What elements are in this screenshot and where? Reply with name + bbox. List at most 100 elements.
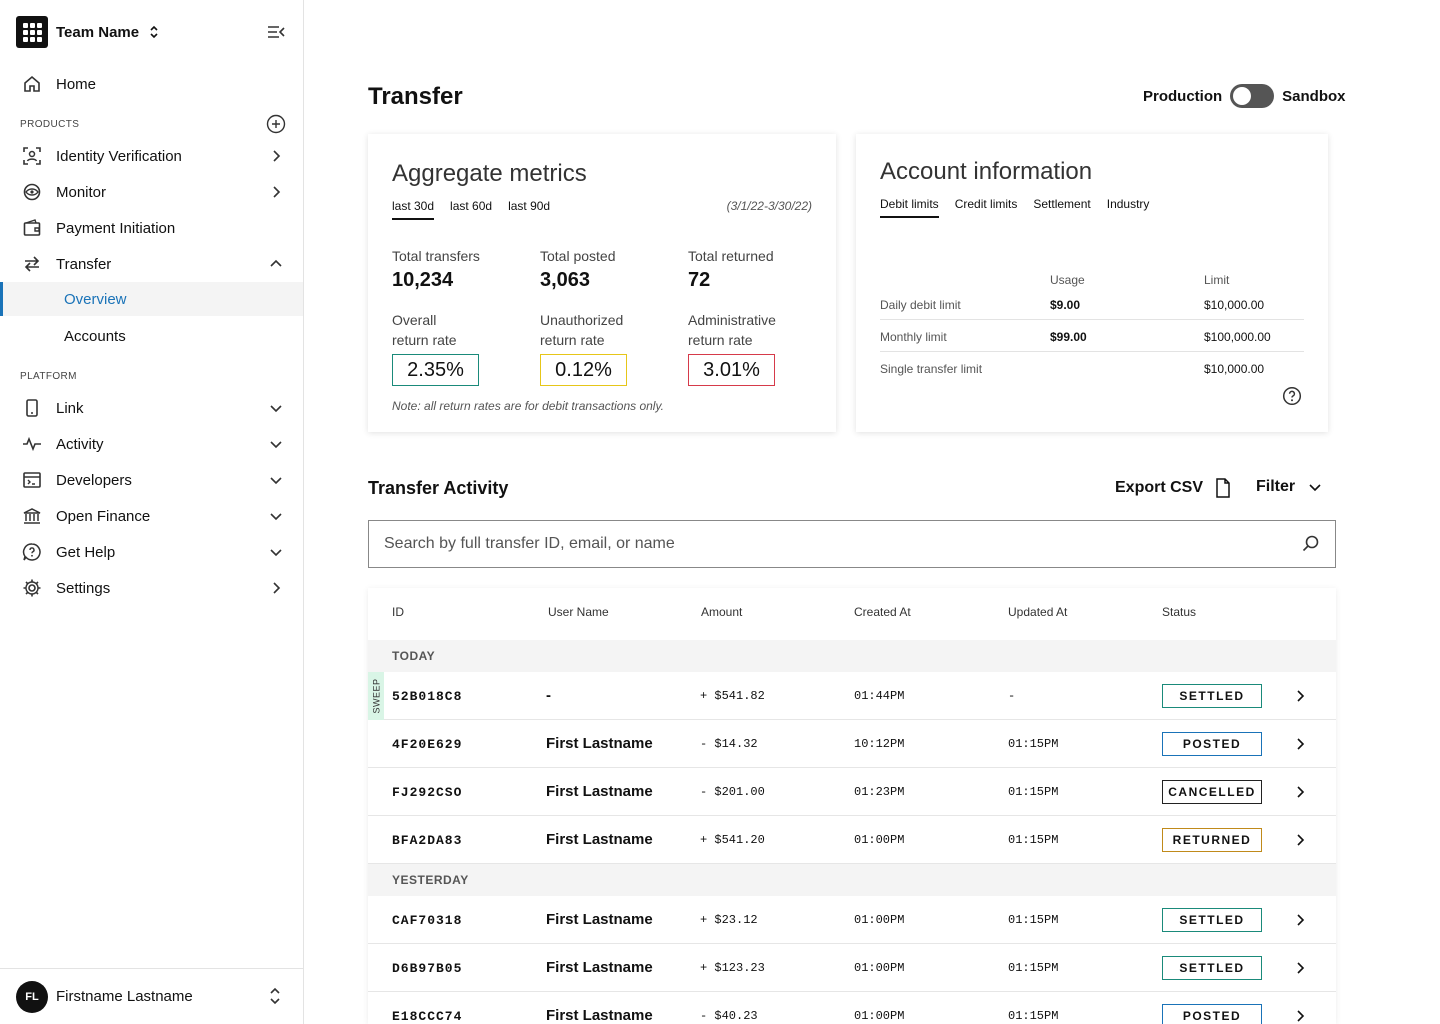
table-row[interactable]: 4F20E629 First Lastname - $14.32 10:12PM…: [368, 720, 1336, 768]
table-row[interactable]: E18CCC74 First Lastname - $40.23 01:00PM…: [368, 992, 1336, 1024]
chevron-down-icon: [270, 405, 282, 413]
sidebar-item-accounts[interactable]: Accounts: [0, 318, 303, 354]
face-scan-icon: [23, 147, 41, 165]
chevron-right-icon[interactable]: [1292, 960, 1308, 976]
transfer-id: FJ292CSO: [392, 785, 463, 800]
chevron-right-icon[interactable]: [1292, 736, 1308, 752]
chevron-right-icon: [273, 186, 281, 198]
total-transfers-value: 10,234: [392, 269, 454, 291]
tab-last-60d[interactable]: last 60d: [450, 199, 493, 213]
tab-credit-limits[interactable]: Credit limits: [954, 197, 1018, 211]
transfer-table: ID User Name Amount Created At Updated A…: [368, 588, 1336, 1024]
transfer-id: E18CCC74: [392, 1009, 463, 1024]
user-menu[interactable]: FL Firstname Lastname: [0, 968, 303, 1024]
sidebar-item-home[interactable]: Home: [0, 66, 303, 102]
chevron-right-icon[interactable]: [1292, 688, 1308, 704]
table-row[interactable]: CAF70318 First Lastname + $23.12 01:00PM…: [368, 896, 1336, 944]
search-bar: [368, 520, 1336, 568]
chevron-up-down-icon: [149, 25, 159, 39]
column-header-updated: Updated At: [1008, 605, 1068, 619]
sidebar-item-open-finance[interactable]: Open Finance: [0, 498, 303, 534]
pulse-icon: [23, 436, 41, 452]
sidebar-item-overview[interactable]: Overview: [0, 282, 303, 316]
created-at: 01:23PM: [854, 785, 905, 799]
tab-settlement[interactable]: Settlement: [1033, 197, 1091, 211]
amount: + $23.12: [700, 913, 758, 927]
main-content: Transfer Production Sandbox Aggregate me…: [304, 0, 1440, 1024]
chevron-right-icon: [273, 150, 281, 162]
filter-button[interactable]: Filter: [1256, 478, 1323, 496]
total-posted-label: Total posted: [540, 248, 616, 264]
sidebar-item-label: Payment Initiation: [56, 219, 176, 237]
user-name: -: [546, 687, 551, 704]
total-returned-label: Total returned: [688, 248, 774, 264]
updated-at: -: [1008, 689, 1016, 703]
created-at: 01:00PM: [854, 833, 905, 847]
chevron-down-icon: [1309, 484, 1321, 492]
tab-last-90d[interactable]: last 90d: [508, 199, 551, 213]
user-name: First Lastname: [546, 783, 653, 800]
wallet-icon: [23, 219, 41, 236]
group-header-yesterday: YESTERDAY: [368, 864, 1336, 896]
column-header-id: ID: [392, 605, 404, 619]
table-row[interactable]: SWEEP 52B018C8 - + $541.82 01:44PM - SET…: [368, 672, 1336, 720]
updated-at: 01:15PM: [1008, 961, 1059, 975]
account-information-card: Account information Debit limits Credit …: [856, 134, 1328, 432]
chevron-right-icon[interactable]: [1292, 832, 1308, 848]
sidebar-item-transfer[interactable]: Transfer: [0, 246, 303, 282]
status-badge: SETTLED: [1162, 908, 1262, 932]
platform-heading: PLATFORM: [20, 371, 77, 382]
search-input[interactable]: [369, 521, 1301, 567]
chevron-right-icon[interactable]: [1292, 1008, 1308, 1024]
chevron-down-icon: [270, 441, 282, 449]
limit-row: Single transfer limit $10,000.00: [880, 352, 1304, 384]
export-csv-label: Export CSV: [1115, 479, 1204, 496]
table-row[interactable]: BFA2DA83 First Lastname + $541.20 01:00P…: [368, 816, 1336, 864]
sidebar-item-developers[interactable]: Developers: [0, 462, 303, 498]
sidebar-item-activity[interactable]: Activity: [0, 426, 303, 462]
home-icon: [24, 75, 40, 92]
column-header-created: Created At: [854, 605, 911, 619]
created-at: 01:00PM: [854, 961, 905, 975]
tab-last-30d[interactable]: last 30d: [392, 199, 435, 220]
environment-toggle[interactable]: [1230, 84, 1275, 108]
avatar: FL: [16, 981, 48, 1013]
sidebar-item-identity-verification[interactable]: Identity Verification: [0, 138, 303, 174]
table-row[interactable]: FJ292CSO First Lastname - $201.00 01:23P…: [368, 768, 1336, 816]
tab-industry[interactable]: Industry: [1106, 197, 1150, 211]
bank-icon: [23, 508, 41, 524]
total-transfers-label: Total transfers: [392, 248, 480, 264]
sidebar-item-settings[interactable]: Settings: [0, 570, 303, 606]
sidebar-item-monitor[interactable]: Monitor: [0, 174, 303, 210]
env-production-label: Production: [1143, 87, 1223, 105]
sidebar-item-link[interactable]: Link: [0, 390, 303, 426]
limit-row: Monthly limit $99.00 $100,000.00: [880, 320, 1304, 352]
collapse-sidebar-icon[interactable]: [266, 24, 286, 40]
sidebar-item-payment-initiation[interactable]: Payment Initiation: [0, 210, 303, 246]
help-circle-icon[interactable]: [1282, 386, 1302, 406]
transfer-id: CAF70318: [392, 913, 463, 928]
add-product-icon[interactable]: [266, 114, 286, 134]
administrative-rate-label-line2: return rate: [688, 332, 753, 348]
limit-row-label: Daily debit limit: [880, 298, 961, 312]
unauthorized-rate-label-line2: return rate: [540, 332, 605, 348]
chevron-right-icon[interactable]: [1292, 912, 1308, 928]
updated-at: 01:15PM: [1008, 913, 1059, 927]
chevron-right-icon[interactable]: [1292, 784, 1308, 800]
sidebar-item-get-help[interactable]: Get Help: [0, 534, 303, 570]
account-tabs: Debit limits Credit limits Settlement In…: [880, 197, 1149, 218]
team-switcher[interactable]: Team Name: [16, 16, 159, 48]
page-title: Transfer: [368, 83, 463, 110]
sidebar-item-label: Link: [56, 399, 84, 417]
tab-debit-limits[interactable]: Debit limits: [880, 197, 939, 218]
limit-row: Daily debit limit $9.00 $10,000.00: [880, 288, 1304, 320]
user-name: First Lastname: [546, 735, 653, 752]
export-csv-button[interactable]: Export CSV: [1115, 478, 1231, 498]
date-range: (3/1/22-3/30/22): [726, 199, 812, 213]
created-at: 10:12PM: [854, 737, 905, 751]
phone-icon: [26, 399, 38, 417]
updated-at: 01:15PM: [1008, 1009, 1059, 1023]
table-row[interactable]: D6B97B05 First Lastname + $123.23 01:00P…: [368, 944, 1336, 992]
search-icon[interactable]: [1301, 534, 1321, 554]
usage-column-header: Usage: [1050, 273, 1085, 287]
